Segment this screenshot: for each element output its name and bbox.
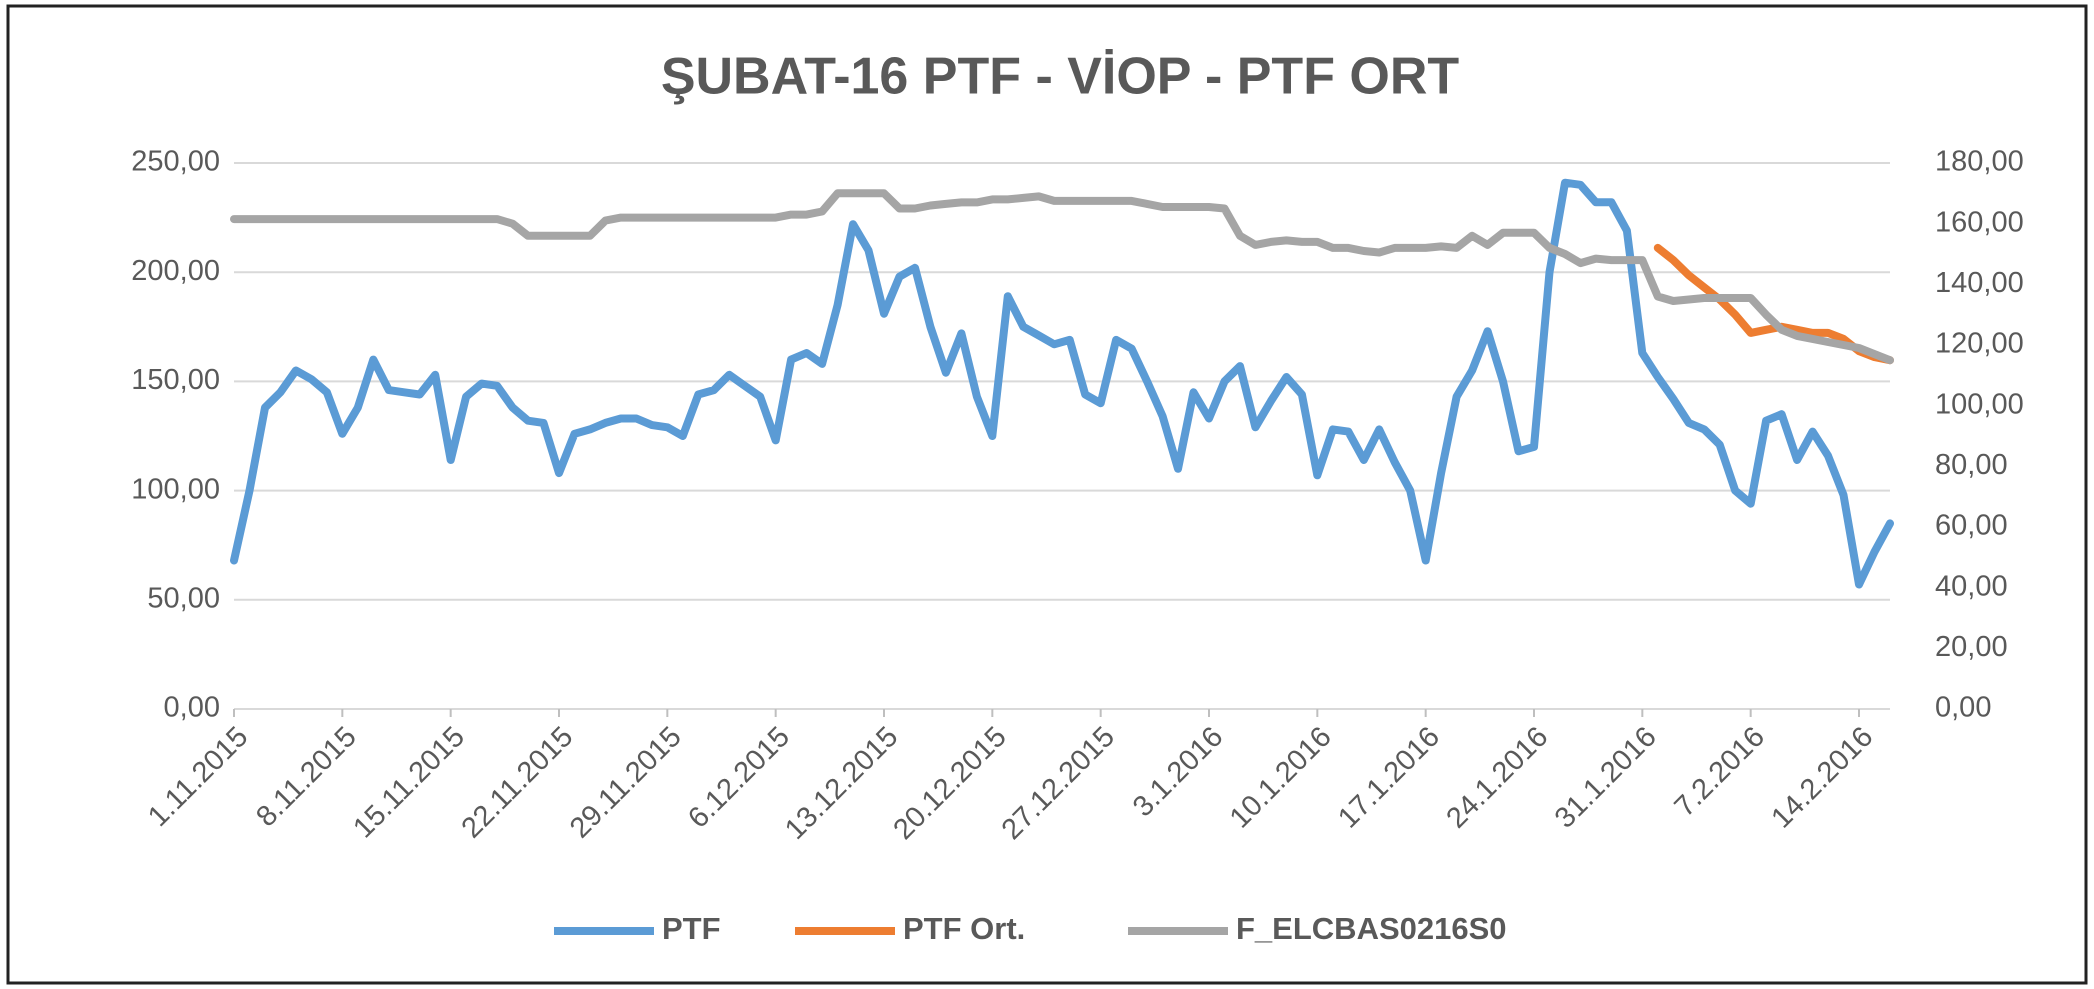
y2-tick-label: 100,00 (1935, 388, 2024, 420)
y2-tick-label: 60,00 (1935, 510, 2008, 542)
y-tick-label: 50,00 (147, 582, 220, 614)
y2-tick-label: 20,00 (1935, 631, 2008, 663)
series-line (230, 189, 1894, 365)
y2-tick-label: 120,00 (1935, 328, 2024, 360)
y-tick-label: 0,00 (164, 692, 220, 724)
chart-frame (6, 4, 2088, 985)
legend-label: F_ELCBAS0216S0 (1236, 911, 1507, 946)
legend-label: PTF (662, 911, 721, 946)
y-tick-label: 150,00 (131, 364, 220, 396)
y2-tick-label: 160,00 (1935, 206, 2024, 238)
y2-tick-label: 40,00 (1935, 570, 2008, 602)
series-line (230, 178, 1894, 589)
y2-tick-label: 140,00 (1935, 267, 2024, 299)
y-tick-label: 100,00 (131, 473, 220, 505)
chart-title: ŞUBAT-16 PTF - VİOP - PTF ORT (661, 48, 1460, 106)
legend-label: PTF Ort. (903, 911, 1025, 946)
y2-tick-label: 80,00 (1935, 449, 2008, 481)
y2-tick-label: 180,00 (1935, 146, 2024, 178)
y-tick-label: 250,00 (131, 146, 220, 178)
y-tick-label: 200,00 (131, 255, 220, 287)
y2-tick-label: 0,00 (1935, 692, 1991, 724)
